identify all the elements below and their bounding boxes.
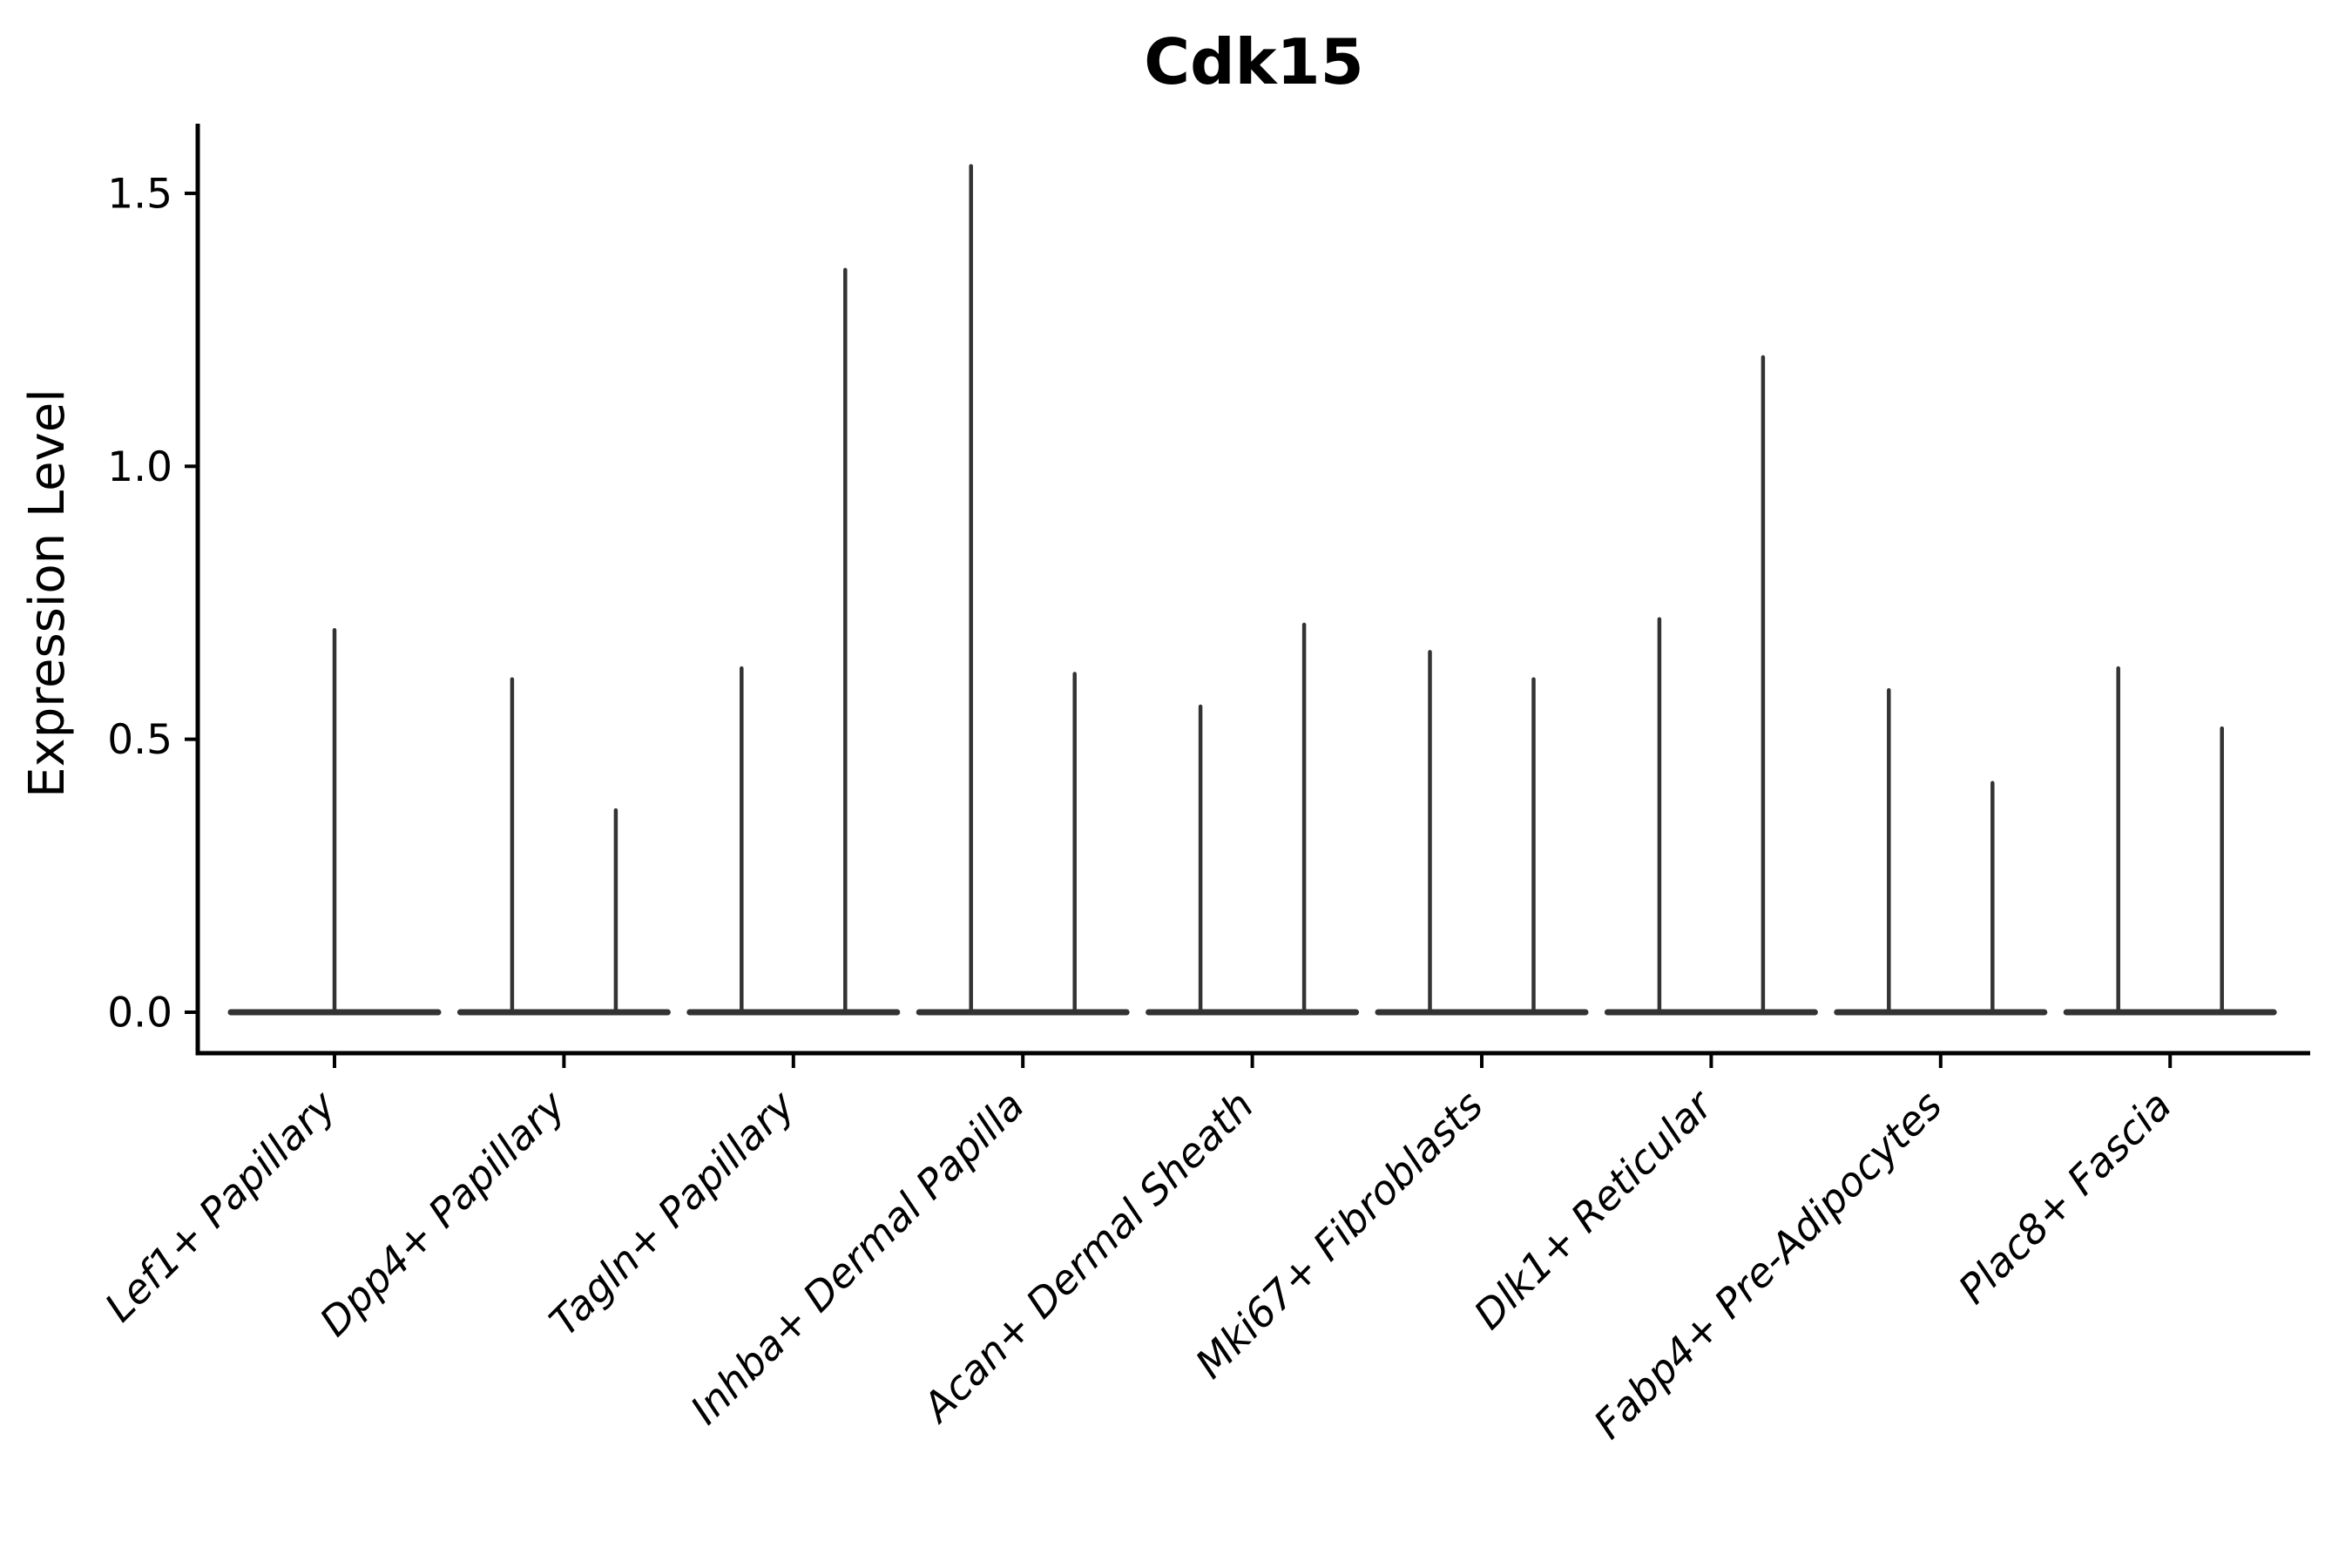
y-tick-label: 1.0 [107, 443, 172, 491]
x-tick-label: Dpp4+ Papillary [311, 1081, 575, 1345]
y-tick-label: 0.0 [107, 989, 172, 1037]
y-tick-label: 0.5 [107, 716, 172, 764]
y-tick-label: 1.5 [107, 170, 172, 218]
x-tick-label: Plac8+ Fascia [1950, 1082, 2180, 1313]
chart-title: Cdk15 [1144, 25, 1364, 98]
x-tick-label: Tagln+ Papillary [540, 1081, 804, 1345]
x-tick-label: Dlk1+ Reticular [1465, 1079, 1724, 1338]
x-tick-label: Lef1+ Papillary [96, 1081, 345, 1330]
